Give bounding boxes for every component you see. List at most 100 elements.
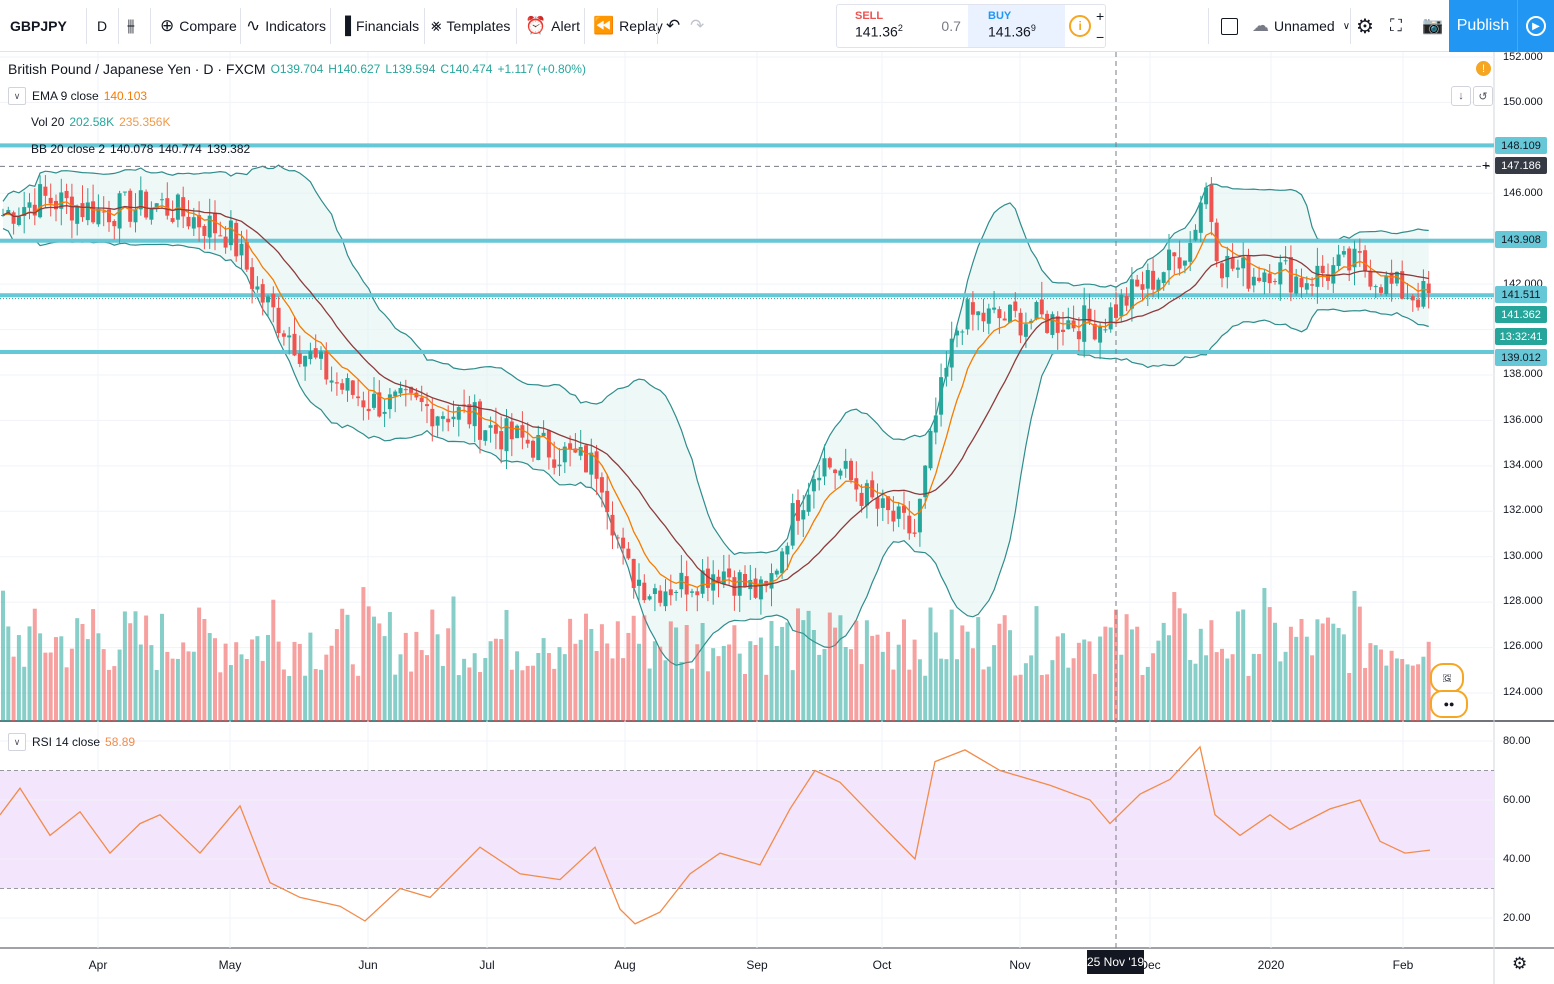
redo-icon: ↷ — [690, 16, 705, 35]
axis-settings-button[interactable]: ⚙ — [1512, 954, 1527, 974]
replay-button[interactable]: ⏪ Replay — [593, 0, 663, 52]
candle-body — [133, 209, 138, 223]
volume-bar — [1193, 663, 1198, 721]
snapshot-button[interactable]: 📷 — [1422, 0, 1448, 52]
candle-body — [1214, 222, 1219, 262]
volume-bar — [64, 667, 69, 721]
candle-body — [827, 458, 832, 468]
buy-button[interactable]: BUY 141.369 — [968, 5, 1066, 47]
volume-bar — [1124, 614, 1129, 721]
candle-body — [949, 338, 954, 368]
candle-body — [144, 191, 149, 218]
symbol-search-button[interactable]: GBPJPY — [10, 0, 67, 52]
settings-button[interactable]: ⚙ — [1356, 0, 1379, 52]
events-badge[interactable]: ●● — [1430, 690, 1468, 718]
rsi-tick: 60.00 — [1503, 794, 1531, 806]
volume-bar — [1320, 623, 1325, 721]
candle-body — [297, 353, 302, 364]
trade-info-button[interactable]: i — [1065, 5, 1095, 47]
add-alert-plus-icon[interactable]: + — [1481, 157, 1491, 173]
volume-bar — [1145, 666, 1150, 721]
alert-icon[interactable]: ! — [1476, 61, 1491, 76]
volume-bar — [700, 623, 705, 721]
publish-label: Publish — [1456, 17, 1510, 34]
time-tick: Oct — [872, 958, 892, 972]
volume-bar — [48, 652, 53, 721]
templates-button[interactable]: ⨳ Templates — [431, 0, 510, 52]
fullscreen-button[interactable]: ⛶ — [1390, 0, 1407, 52]
indicators-icon: ∿ — [246, 16, 261, 35]
candle-body — [1336, 254, 1341, 266]
volume-bar — [499, 639, 504, 721]
volume-bar — [944, 659, 949, 721]
volume-bar — [705, 671, 710, 721]
candle-body — [859, 492, 864, 506]
undo-button[interactable]: ↶ — [666, 0, 685, 52]
economic-events-badge[interactable]: 🇬 — [1430, 663, 1464, 693]
candle-body — [880, 498, 885, 508]
plus-icon[interactable]: + — [1095, 7, 1105, 24]
undo-icon: ↶ — [666, 16, 681, 35]
candle-body — [1410, 296, 1415, 301]
alert-button[interactable]: ⏰ Alert — [525, 0, 580, 52]
volume-bar — [366, 606, 371, 721]
indicators-button[interactable]: ∿ Indicators — [246, 0, 326, 52]
volume-bar — [1151, 653, 1156, 721]
candle-body — [244, 242, 249, 270]
candle-body — [1172, 252, 1177, 257]
minus-icon[interactable]: − — [1095, 28, 1105, 45]
candle-body — [764, 580, 769, 587]
candle-body — [372, 393, 376, 408]
collapse-rsi-button[interactable]: ∨ — [8, 733, 26, 751]
sell-price: 141.362 — [855, 23, 903, 40]
ema-value: 140.103 — [103, 89, 148, 103]
volume-bar — [234, 642, 239, 721]
volume-bar — [796, 608, 800, 721]
candle-body — [313, 348, 318, 358]
volume-bar — [85, 639, 90, 721]
interval-button[interactable]: D — [97, 0, 107, 52]
candle-body — [287, 335, 292, 338]
volume-bar — [138, 644, 143, 721]
candle-body — [329, 380, 334, 383]
alarm-clock-icon: ⏰ — [525, 16, 547, 35]
financials-button[interactable]: ▐ Financials — [339, 0, 419, 52]
candle-body — [610, 514, 615, 536]
volume-bar — [287, 675, 292, 721]
publish-more-button[interactable]: ▶ — [1517, 0, 1554, 52]
publish-button[interactable]: Publish — [1449, 0, 1517, 52]
candle-body — [981, 312, 986, 322]
volume-bar — [1177, 608, 1182, 721]
rsi-legend: ∨ RSI 14 close 58.89 — [8, 733, 135, 751]
candle-body — [425, 404, 429, 407]
candle-body — [780, 551, 785, 574]
layout-checkbox[interactable] — [1221, 0, 1238, 52]
volume-bar — [748, 641, 753, 721]
volume-bar — [1092, 673, 1097, 721]
candle-body — [589, 452, 594, 475]
redo-button[interactable]: ↷ — [690, 0, 709, 52]
volume-bar — [992, 645, 997, 721]
reset-chart-button[interactable]: ↺ — [1473, 86, 1493, 106]
sell-button[interactable]: SELL 141.362 — [837, 5, 934, 47]
candle-body — [451, 416, 456, 420]
compare-button[interactable]: ⊕ Compare — [160, 0, 237, 52]
layout-menu-button[interactable]: ☁ Unnamed ∨ — [1252, 0, 1350, 52]
candle-body — [626, 548, 631, 559]
scroll-down-button[interactable]: ↓ — [1451, 86, 1471, 106]
volume-bar — [313, 669, 318, 721]
volume-bar — [361, 587, 366, 721]
volume-bar — [207, 633, 212, 721]
volume-bar — [1198, 628, 1203, 721]
candle-body — [716, 576, 721, 583]
collapse-indicators-button[interactable]: ∨ — [8, 87, 26, 105]
quantity-stepper[interactable]: + − — [1095, 5, 1105, 47]
volume-bar — [965, 631, 970, 721]
rsi-tick: 20.00 — [1503, 912, 1531, 924]
divider — [516, 8, 517, 44]
chart-style-button[interactable]: ⫵ — [127, 0, 140, 52]
fullscreen-icon: ⛶ — [1390, 16, 1402, 35]
volume-bar — [716, 656, 721, 721]
volume-bar — [917, 659, 922, 721]
